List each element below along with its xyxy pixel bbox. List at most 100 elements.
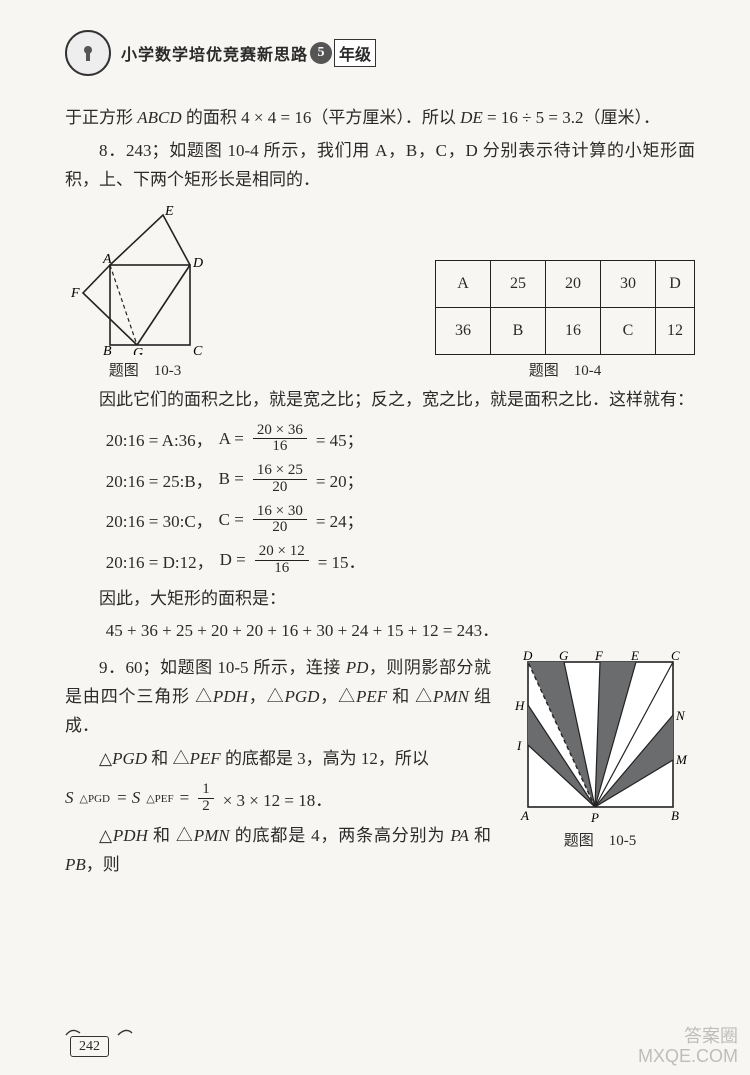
text: 和 △	[147, 749, 190, 768]
text: B =	[219, 469, 244, 489]
var: PEF	[190, 749, 221, 768]
svg-text:E: E	[630, 650, 639, 663]
table-cell: A	[436, 260, 491, 307]
var: PD	[346, 658, 369, 677]
numerator: 16 × 30	[253, 504, 307, 521]
table-cell: 12	[656, 307, 695, 354]
text: =	[180, 788, 190, 808]
svg-text:B: B	[103, 344, 112, 355]
text: 20:16 = 25:B，	[106, 467, 213, 492]
equation-4: 20:16 = D:12， D = 20 × 1216 = 15．	[106, 544, 695, 577]
svg-text:A: A	[102, 252, 112, 267]
var: PDH	[113, 826, 148, 845]
table-cell: C	[601, 307, 656, 354]
var: PDH	[213, 687, 248, 706]
text: 的底都是 3，高为 12，所以	[221, 749, 429, 768]
var: PB	[65, 855, 86, 874]
denominator: 16	[268, 439, 291, 455]
denominator: 16	[270, 561, 293, 577]
paragraph-6: 9．60；如题图 10-5 所示，连接 PD，则阴影部分就是由四个三角形 △PD…	[65, 654, 491, 741]
paragraph-2: 8．243；如题图 10-4 所示，我们用 A，B，C，D 分别表示待计算的小矩…	[65, 137, 695, 195]
text: D =	[220, 550, 246, 570]
text: 和 △	[148, 826, 194, 845]
text: ，则	[86, 855, 120, 874]
svg-text:B: B	[671, 808, 679, 823]
equation-5: S△PGD = S△PEF = 12 × 3 × 12 = 18．	[65, 782, 491, 815]
figure-10-4: A 25 20 30 D 36 B 16 C 12 题图 10-4	[435, 260, 695, 380]
svg-text:G: G	[133, 346, 143, 355]
text: ，△	[319, 687, 356, 706]
table-cell: B	[491, 307, 546, 354]
paragraph-3: 因此它们的面积之比，就是宽之比；反之，宽之比，就是面积之比．这样就有：	[65, 386, 695, 415]
book-title: 小学数学培优竞赛新思路	[121, 41, 308, 65]
text: = S	[116, 788, 140, 808]
denominator: 2	[198, 799, 214, 815]
svg-text:E: E	[164, 205, 174, 219]
figure-caption: 题图 10-5	[564, 829, 637, 850]
var: PMN	[433, 687, 469, 706]
var: DE	[460, 108, 483, 127]
page-number: 242	[70, 1039, 109, 1055]
watermark-line1: 答案圈	[638, 1027, 738, 1047]
text: 20:16 = A:36，	[106, 426, 213, 451]
table-cell: 36	[436, 307, 491, 354]
denominator: 20	[268, 520, 291, 536]
paragraph-7: △PGD 和 △PEF 的底都是 3，高为 12，所以	[65, 745, 491, 774]
equation-3: 20:16 = 30:C， C = 16 × 3020 = 24；	[106, 504, 695, 537]
var: PGD	[284, 687, 319, 706]
figure-10-3: A D B C E F G 题图 10-3	[65, 205, 225, 380]
svg-text:H: H	[514, 698, 525, 713]
var: PA	[450, 826, 469, 845]
grade-badge: 5	[310, 42, 332, 64]
equation-2: 20:16 = 25:B， B = 16 × 2520 = 20；	[106, 463, 695, 496]
numerator: 16 × 25	[253, 463, 307, 480]
subscript: △PGD	[80, 792, 110, 805]
var: PEF	[356, 687, 387, 706]
watermark-line2: MXQE.COM	[638, 1047, 738, 1067]
table-10-4: A 25 20 30 D 36 B 16 C 12	[435, 260, 695, 355]
numerator: 20 × 12	[255, 544, 309, 561]
paragraph-4: 因此，大矩形的面积是：	[65, 585, 695, 614]
text: 20:16 = 30:C，	[106, 507, 213, 532]
equation-sum: 45 + 36 + 25 + 20 + 20 + 16 + 30 + 24 + …	[106, 617, 695, 646]
text: ，△	[248, 687, 285, 706]
var: PGD	[112, 749, 147, 768]
numerator: 1	[198, 782, 214, 799]
figure-10-5: D G F E C H I N M A P B 题图 10-5	[505, 650, 695, 850]
text: = 16 ÷ 5 = 3.2（厘米）．	[483, 108, 660, 127]
text: × 3 × 12 = 18．	[223, 786, 333, 811]
svg-text:I: I	[516, 738, 522, 753]
text: C =	[219, 510, 244, 530]
svg-text:D: D	[192, 256, 203, 271]
table-cell: D	[656, 260, 695, 307]
var: ABCD	[137, 108, 181, 127]
table-cell: 25	[491, 260, 546, 307]
svg-text:C: C	[671, 650, 680, 663]
numerator: 20 × 36	[253, 423, 307, 440]
page-number-value: 242	[70, 1036, 109, 1057]
text: △	[99, 749, 112, 768]
table-cell: 16	[546, 307, 601, 354]
text: 和 △	[387, 687, 433, 706]
svg-text:N: N	[675, 708, 686, 723]
svg-text:A: A	[520, 808, 529, 823]
equation-1: 20:16 = A:36， A = 20 × 3616 = 45；	[106, 423, 695, 456]
text: 9．60；如题图 10-5 所示，连接	[99, 658, 346, 677]
text: 20:16 = D:12，	[106, 548, 214, 573]
svg-text:F: F	[594, 650, 604, 663]
denominator: 20	[268, 480, 291, 496]
svg-text:P: P	[590, 810, 599, 825]
page-header: 小学数学培优竞赛新思路 5 年级	[65, 30, 695, 76]
table-cell: 30	[601, 260, 656, 307]
figure-caption: 题图 10-3	[109, 359, 182, 380]
logo-icon	[65, 30, 111, 76]
svg-text:F: F	[70, 286, 80, 301]
text: 和	[469, 826, 491, 845]
text: = 15．	[318, 548, 366, 573]
watermark: 答案圈 MXQE.COM	[638, 1027, 738, 1067]
text: △	[99, 826, 113, 845]
text: 的底都是 4，两条高分别为	[230, 826, 451, 845]
grade-label: 年级	[334, 39, 376, 67]
svg-text:G: G	[559, 650, 569, 663]
text: S	[65, 788, 74, 808]
